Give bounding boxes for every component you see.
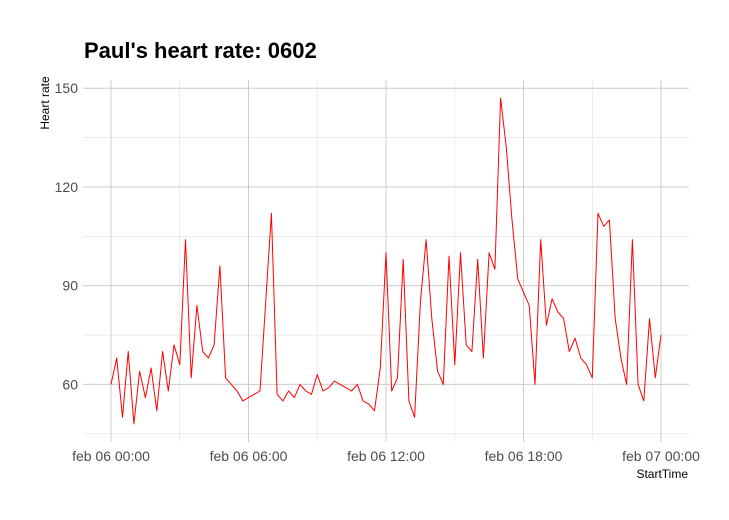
- x-tick-label: feb 06 00:00: [72, 448, 150, 464]
- y-axis-label: Heart rate: [38, 76, 52, 130]
- y-tick-label: 90: [62, 278, 78, 294]
- x-tick-label: feb 07 00:00: [622, 448, 700, 464]
- y-tick-label: 120: [55, 179, 79, 195]
- series-group: [110, 97, 662, 425]
- x-tick-labels: feb 06 00:00 feb 06 06:00 feb 06 12:00 feb …: [72, 448, 700, 464]
- x-tick-label: feb 06 12:00: [347, 448, 425, 464]
- chart-title: Paul's heart rate: 0602: [84, 38, 317, 63]
- x-tick-label: feb 06 06:00: [210, 448, 288, 464]
- x-axis-label: StartTime: [636, 467, 688, 481]
- y-tick-label: 60: [62, 376, 78, 392]
- y-tick-labels: 60 90 120 150: [55, 80, 79, 392]
- x-tick-label: feb 06 18:00: [485, 448, 563, 464]
- y-tick-label: 150: [55, 80, 79, 96]
- gridlines: [83, 80, 689, 442]
- series-line-heart-rate: [110, 97, 662, 425]
